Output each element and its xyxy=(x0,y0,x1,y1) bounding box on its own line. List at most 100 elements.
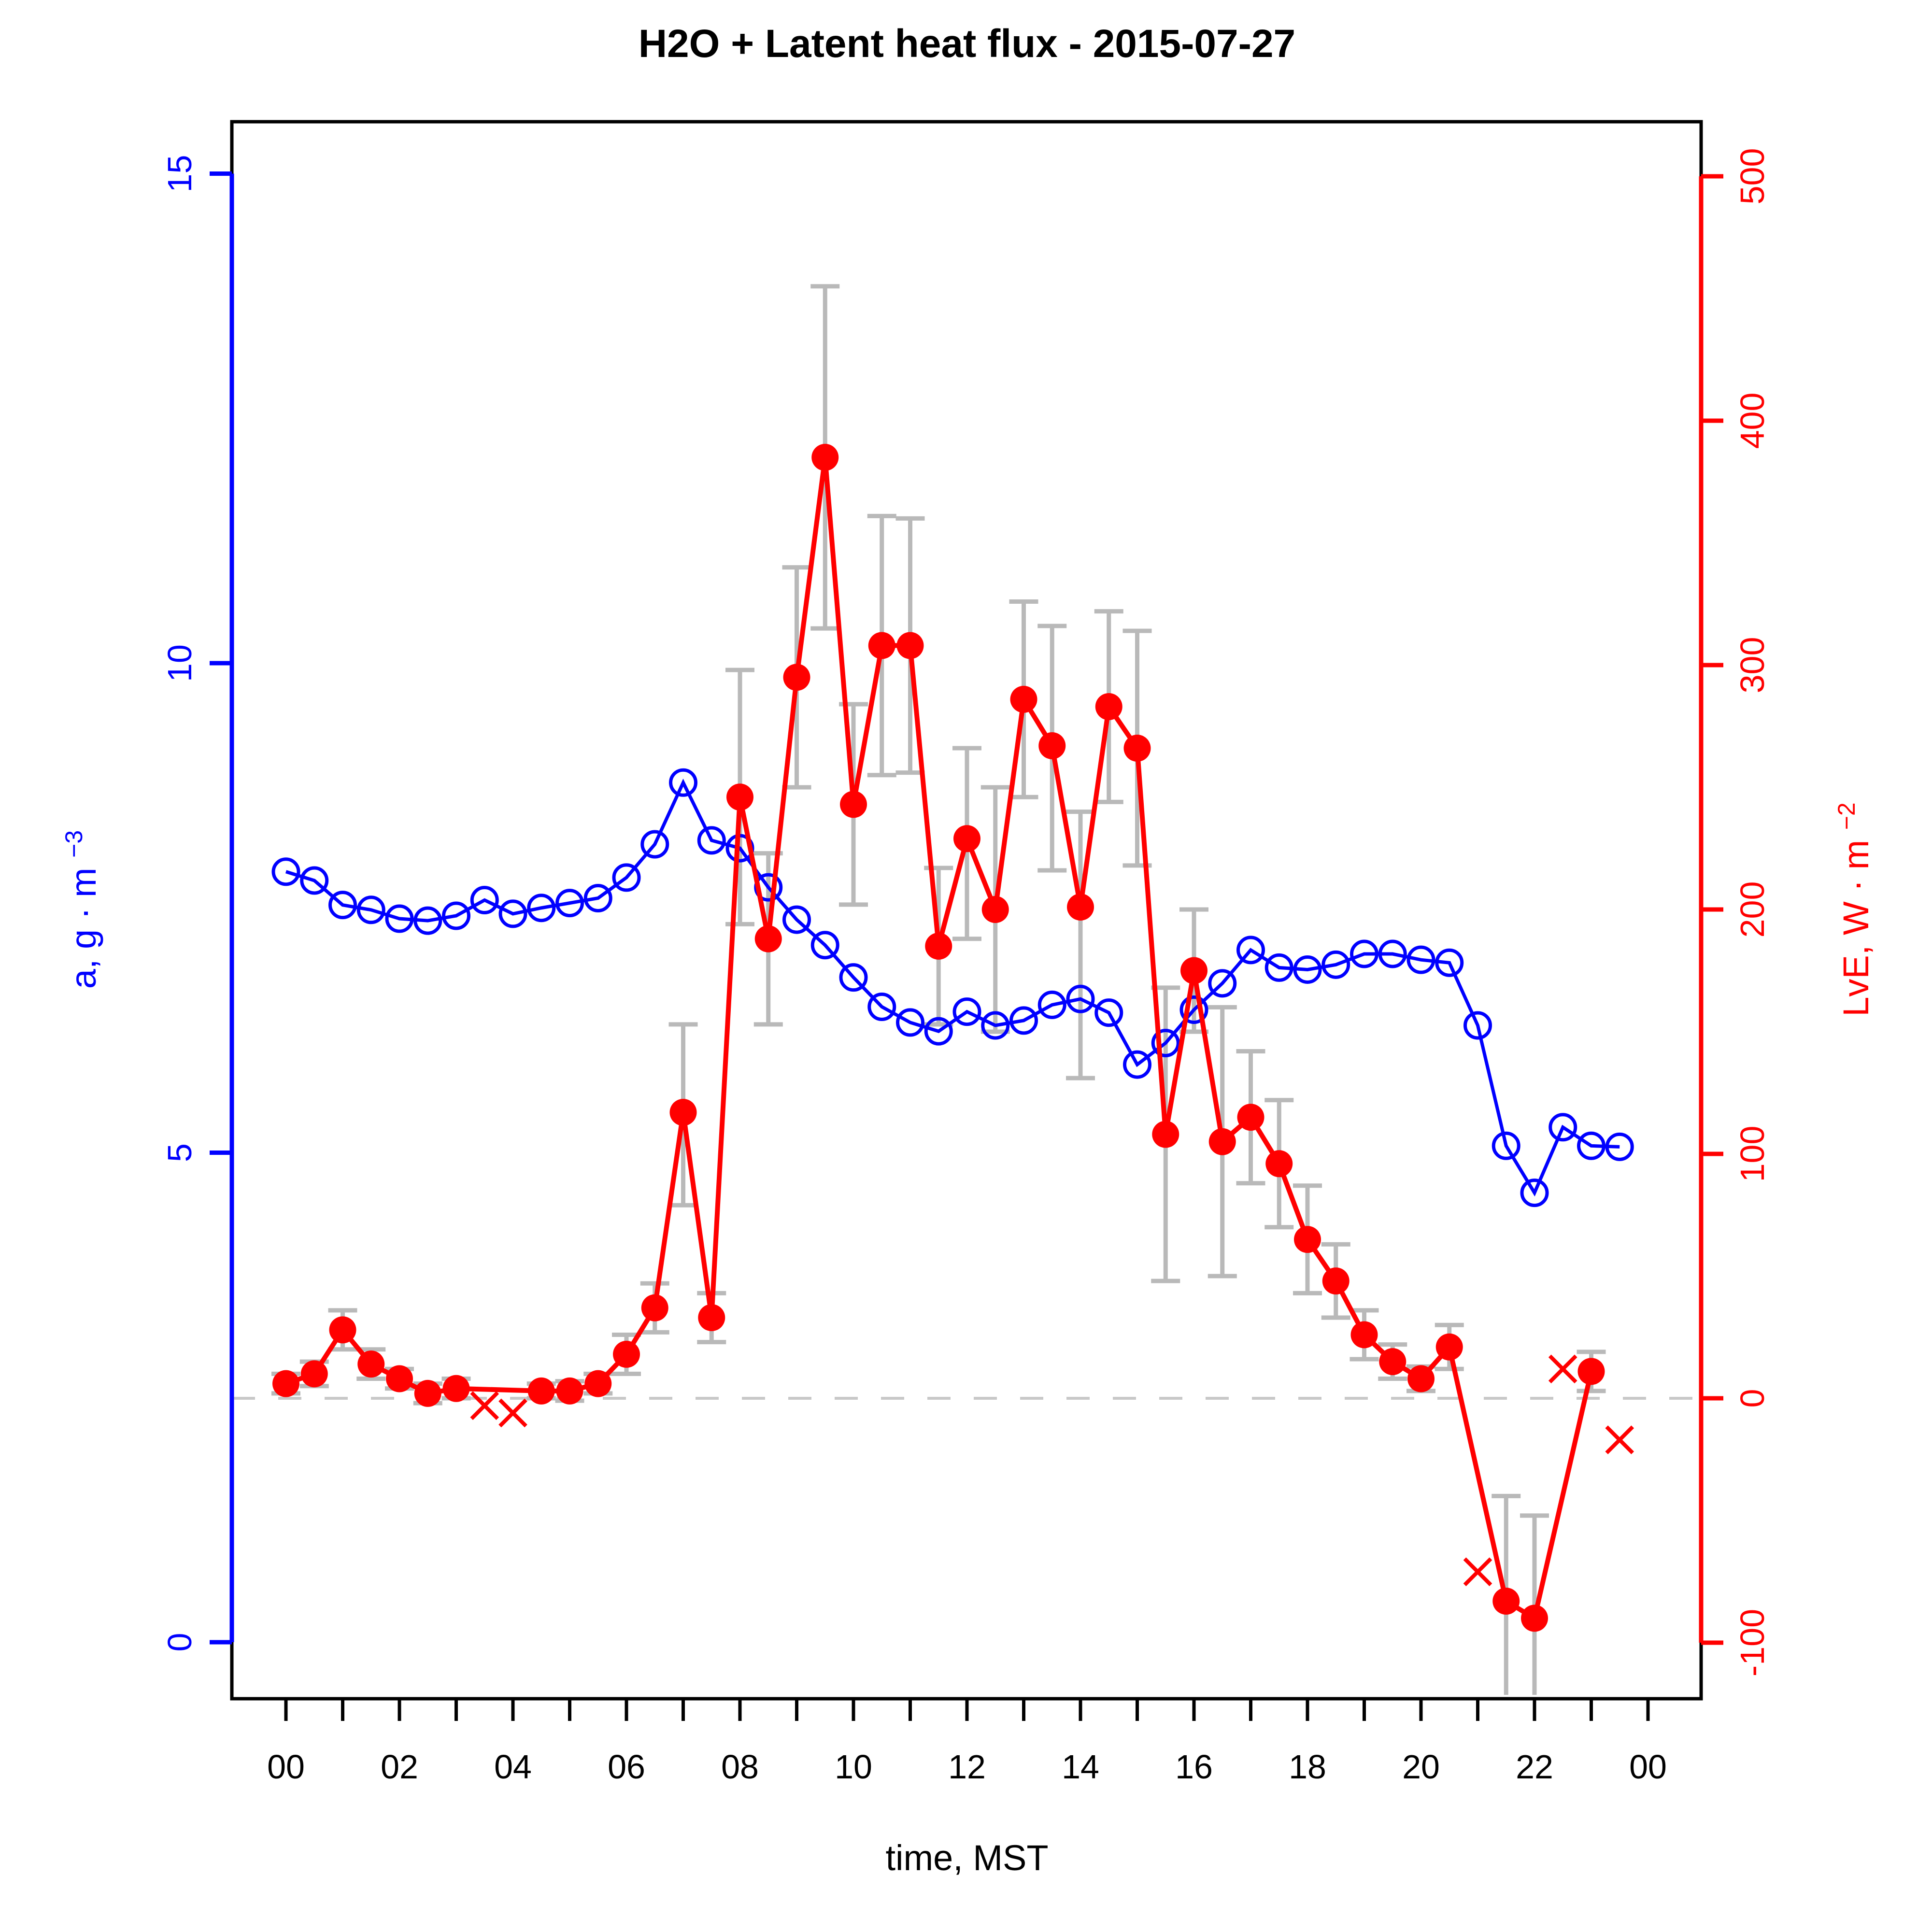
right-y-axis-title-base: LvE, W · m xyxy=(1836,840,1876,1017)
h2o-point-marker xyxy=(1577,1131,1605,1160)
x-axis-tick-label: 00 xyxy=(1629,1748,1667,1786)
h2o-point-marker xyxy=(669,768,697,797)
x-axis-tick-label: 06 xyxy=(608,1748,645,1786)
x-axis-tick-label: 12 xyxy=(948,1748,986,1786)
left-y-axis: 0 5 10 15 xyxy=(161,155,234,1651)
x-axis-tick-label: 00 xyxy=(267,1748,305,1786)
lve-point-marker xyxy=(981,896,1009,923)
h2o-point-marker xyxy=(1293,955,1322,984)
flagged-x-mark xyxy=(1463,1557,1492,1587)
lve-series-points xyxy=(272,443,1605,1632)
right-y-axis: -100 0 100 200 300 400 500 xyxy=(1699,148,1771,1676)
lve-point-marker xyxy=(1521,1605,1548,1632)
lve-point-marker xyxy=(584,1370,612,1397)
h2o-point-marker xyxy=(498,899,527,928)
h2o-point-marker xyxy=(1066,984,1095,1013)
lve-flagged-points xyxy=(470,1354,1634,1587)
h2o-point-marker xyxy=(612,863,641,892)
h2o-point-marker xyxy=(1492,1131,1520,1160)
lve-point-marker xyxy=(272,1370,299,1397)
h2o-point-marker xyxy=(1605,1132,1634,1161)
x-axis: 00 02 04 06 08 10 12 14 16 18 20 22 00 xyxy=(267,1699,1667,1786)
left-y-axis-title: a, g · m −3 xyxy=(60,830,103,989)
lve-point-marker xyxy=(1577,1358,1605,1385)
right-y-axis-tick-label: 100 xyxy=(1733,1126,1771,1182)
h2o-point-marker xyxy=(1094,998,1123,1027)
lve-point-marker xyxy=(414,1379,441,1407)
x-axis-tick-label: 08 xyxy=(721,1748,759,1786)
right-y-axis-tick-label: -100 xyxy=(1733,1609,1771,1676)
lve-point-marker xyxy=(754,925,782,952)
lve-point-marker xyxy=(556,1377,583,1405)
right-y-axis-title: LvE, W · m −2 xyxy=(1833,802,1876,1016)
lve-point-marker xyxy=(840,791,867,818)
x-axis-tick-label: 16 xyxy=(1175,1748,1213,1786)
plot-dynamic-content: 00 02 04 06 08 10 12 14 16 18 20 22 00051015-1000100… xyxy=(161,120,1771,1786)
lve-point-marker xyxy=(1379,1348,1406,1376)
h2o-point-marker xyxy=(555,889,584,918)
h2o-point-marker xyxy=(640,830,669,859)
x-axis-tick-label: 22 xyxy=(1516,1748,1553,1786)
left-y-axis-title-base: a, g · m xyxy=(63,867,103,989)
h2o-point-marker xyxy=(300,866,329,895)
lve-point-marker xyxy=(357,1350,385,1378)
h2o-series-points xyxy=(271,768,1634,1208)
h2o-point-marker xyxy=(470,886,499,915)
h2o-point-marker xyxy=(1520,1179,1549,1208)
lve-point-marker xyxy=(1180,957,1208,984)
lve-point-marker xyxy=(613,1340,640,1368)
right-y-axis-tick-label: 300 xyxy=(1733,637,1771,694)
h2o-point-marker xyxy=(952,997,981,1026)
h2o-point-marker xyxy=(896,1008,924,1037)
lve-point-marker xyxy=(1237,1104,1264,1131)
flagged-x-mark xyxy=(1605,1425,1634,1454)
lve-series-line xyxy=(285,457,1594,1622)
h2o-point-marker xyxy=(328,891,357,920)
h2o-point-marker xyxy=(1350,939,1378,968)
lve-point-marker xyxy=(442,1375,470,1402)
lve-point-marker xyxy=(1095,693,1122,721)
h2o-point-marker xyxy=(356,895,385,924)
h2o-point-marker xyxy=(810,931,839,960)
h2o-point-marker xyxy=(1548,1113,1577,1142)
h2o-point-marker xyxy=(413,906,442,935)
h2o-point-marker xyxy=(1151,1028,1180,1057)
lve-point-marker xyxy=(1435,1333,1463,1361)
lve-point-marker xyxy=(641,1294,668,1321)
flagged-x-mark xyxy=(1548,1354,1577,1384)
lve-point-marker xyxy=(726,783,753,811)
lve-point-marker xyxy=(1322,1267,1350,1295)
h2o-point-marker xyxy=(1009,1006,1038,1035)
h2o-point-marker xyxy=(1179,995,1208,1024)
lve-point-marker xyxy=(1294,1226,1321,1253)
x-axis-tick-label: 04 xyxy=(494,1748,532,1786)
h2o-point-marker xyxy=(1236,936,1265,965)
h2o-point-marker xyxy=(782,905,811,934)
lve-point-marker xyxy=(925,932,952,960)
h2o-point-marker xyxy=(385,904,414,933)
left-y-axis-title-superscript: −3 xyxy=(60,830,87,858)
h2o-point-marker xyxy=(583,883,612,912)
right-y-axis-tick-label: 500 xyxy=(1733,148,1771,205)
lve-point-marker xyxy=(783,664,810,691)
right-y-axis-title-superscript: −2 xyxy=(1833,802,1860,830)
x-axis-tick-label: 18 xyxy=(1289,1748,1326,1786)
x-axis-tick-label: 20 xyxy=(1402,1748,1440,1786)
lve-point-marker xyxy=(1038,732,1066,759)
h2o-point-marker xyxy=(1208,969,1237,998)
h2o-series-line xyxy=(285,779,1620,1197)
h2o-point-marker xyxy=(924,1017,953,1046)
x-axis-tick-label: 14 xyxy=(1062,1748,1099,1786)
h2o-point-marker xyxy=(1435,948,1464,977)
lve-point-marker xyxy=(1208,1128,1236,1155)
lve-point-marker xyxy=(1492,1587,1520,1615)
left-y-axis-tick-label: 5 xyxy=(161,1143,199,1162)
lve-point-marker xyxy=(329,1316,356,1344)
lve-point-marker xyxy=(669,1098,697,1126)
h2o-point-marker xyxy=(1123,1050,1151,1079)
h2o-point-marker xyxy=(981,1011,1010,1040)
lve-point-marker xyxy=(1350,1321,1378,1349)
h2o-point-marker xyxy=(1463,1011,1492,1040)
h2o-point-marker xyxy=(1321,950,1350,979)
